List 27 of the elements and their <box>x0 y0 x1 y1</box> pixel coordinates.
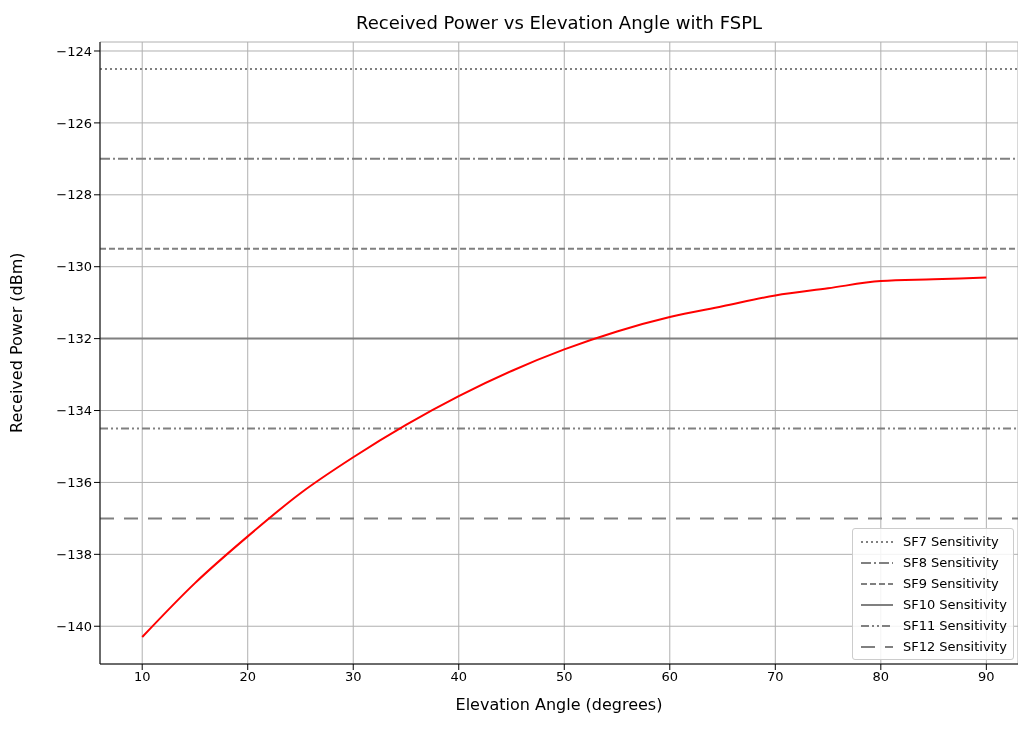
y-tick-label: −136 <box>56 475 92 491</box>
x-tick-label: 80 <box>872 669 890 685</box>
x-tick-label: 10 <box>133 669 151 685</box>
y-tick-label: −140 <box>56 618 92 634</box>
chart-title: Received Power vs Elevation Angle with FSPL <box>354 12 763 33</box>
x-tick-label: 70 <box>767 669 784 685</box>
legend-label: SF7 Sensitivity <box>902 534 999 549</box>
x-tick-label: 50 <box>556 669 573 685</box>
legend-label: SF8 Sensitivity <box>902 555 999 570</box>
x-tick-label: 30 <box>344 669 362 685</box>
y-tick-label: −138 <box>56 546 92 562</box>
legend-label: SF11 Sensitivity <box>902 618 1007 633</box>
y-axis-title: Received Power (dBm) <box>6 252 26 433</box>
y-tick-label: −130 <box>56 259 92 275</box>
y-tick-label: −124 <box>56 43 92 59</box>
x-axis-title: Elevation Angle (degrees) <box>455 695 663 714</box>
y-tick-label: −128 <box>56 187 92 203</box>
legend-label: SF10 Sensitivity <box>902 597 1007 612</box>
x-tick-label: 90 <box>978 669 995 685</box>
y-tick-label: −126 <box>56 115 92 131</box>
legend-label: SF9 Sensitivity <box>902 576 999 591</box>
y-tick-label: −134 <box>56 403 92 419</box>
x-tick-label: 60 <box>661 669 679 685</box>
x-tick-label: 20 <box>239 669 256 685</box>
x-tick-label: 40 <box>450 669 468 685</box>
y-tick-label: −132 <box>56 331 92 347</box>
legend-label: SF12 Sensitivity <box>902 639 1007 654</box>
